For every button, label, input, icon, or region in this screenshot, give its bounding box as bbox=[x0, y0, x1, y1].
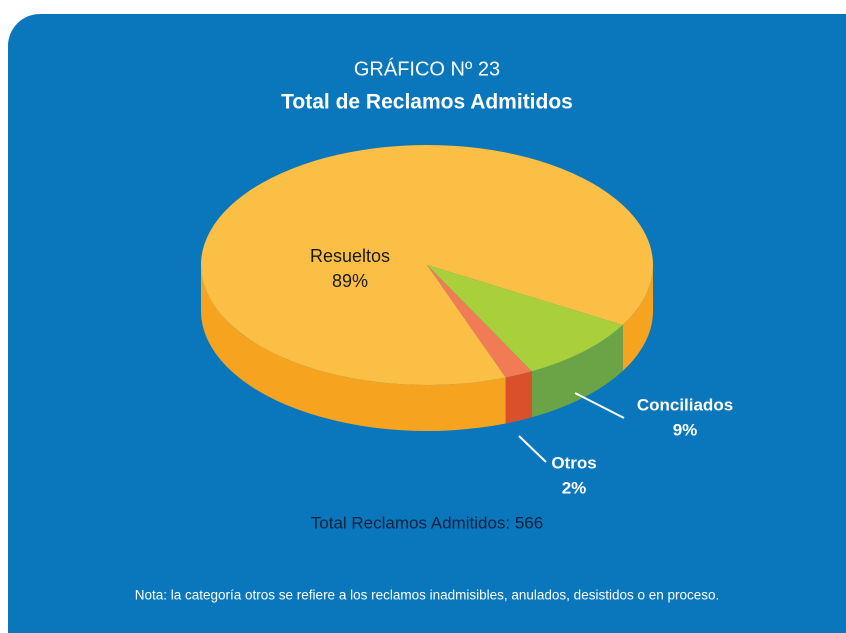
slice-label: Otros bbox=[551, 453, 596, 472]
chart-subtitle: Total de Reclamos Admitidos bbox=[281, 91, 573, 114]
chart-title: GRÁFICO Nº 23 bbox=[354, 57, 500, 80]
slice-side bbox=[505, 371, 532, 424]
slice-value-label: 89% bbox=[332, 271, 368, 291]
leader-line bbox=[574, 392, 625, 419]
footnote: Nota: la categoría otros se refiere a lo… bbox=[135, 588, 720, 603]
slice-side bbox=[531, 325, 623, 418]
slice-label: Resueltos bbox=[310, 246, 390, 266]
slice bbox=[427, 265, 532, 378]
slice-value-label: 9% bbox=[673, 420, 698, 439]
slice-value-label: 2% bbox=[562, 478, 587, 497]
slice bbox=[427, 265, 623, 372]
total-note: Total Reclamos Admitidos: 566 bbox=[311, 513, 543, 532]
leader-line bbox=[518, 435, 547, 463]
slice-side bbox=[201, 265, 506, 432]
slice-side bbox=[622, 265, 653, 371]
slice-label: Conciliados bbox=[637, 395, 733, 414]
